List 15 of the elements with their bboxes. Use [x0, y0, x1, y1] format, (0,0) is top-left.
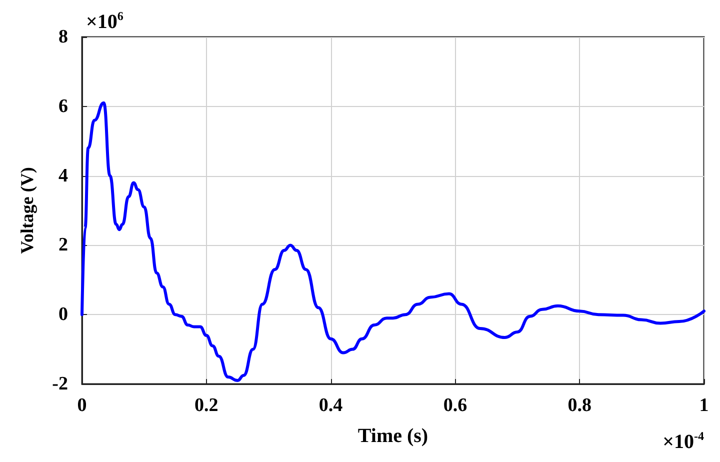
y-axis-title: Voltage (V) — [17, 167, 37, 254]
y-tick-label: -2 — [52, 374, 68, 394]
y-tick-label: 0 — [58, 304, 68, 326]
y-tick-label: 6 — [58, 96, 68, 117]
line-series — [80, 101, 706, 382]
y-tick-label: 8 — [58, 26, 68, 48]
y-tick-label: 2 — [58, 234, 68, 256]
y-tick-label: 4 — [58, 165, 68, 186]
x-tick-label: 0.8 — [568, 395, 592, 416]
x-tick-label: 0.6 — [443, 395, 468, 416]
x-tick-label: 0.4 — [318, 395, 344, 416]
x-tick-label: 0.2 — [194, 395, 218, 416]
x-tick-label: 0 — [77, 395, 87, 416]
x-tick-label: 1 — [699, 395, 709, 416]
x-axis-title: Time (s) — [358, 425, 428, 447]
